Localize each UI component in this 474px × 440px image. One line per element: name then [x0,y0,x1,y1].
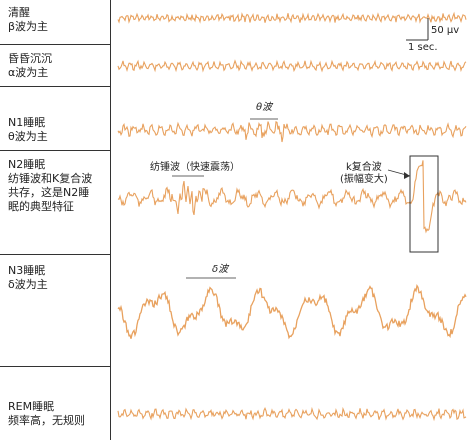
eeg-trace-n1 [117,120,467,143]
stage-name: N3睡眠 [8,264,46,277]
eeg-trace-drowsy [117,59,467,73]
kcomplex-box [409,155,439,253]
stage-desc: θ波为主 [8,130,48,143]
row-separator [0,44,110,45]
row-separator [0,366,110,367]
row-separator [0,86,110,87]
kcomplex-sublabel: (振幅变大) [340,172,388,185]
kcomplex-label: k复合波 [346,160,382,173]
theta-label: θ波 [256,101,274,113]
label-awake: 清醒 β波为主 [8,6,48,34]
stage-name: N2睡眠 [8,158,46,171]
stage-name: REM睡眠 [8,400,55,413]
stage-name: 清醒 [8,6,30,19]
stage-desc: 频率高，无规则 [8,414,85,427]
eeg-trace-n3 [117,284,467,340]
row-separator [0,150,110,151]
stage-desc: 共存，这是N2睡 [8,186,90,199]
eeg-trace-rem [117,406,467,422]
stage-name: 昏昏沉沉 [8,52,52,65]
label-n2: N2睡眠 纺锤波和K复合波 共存，这是N2睡 眠的典型特征 [8,158,92,214]
stage-desc: 眠的典型特征 [8,200,74,213]
spindle-label: 纺锤波（快速震荡） [150,160,240,173]
eeg-trace-n2 [117,160,467,234]
eeg-trace-awake [117,11,467,24]
scale-time-label: 1 sec. [408,42,438,53]
label-rem: REM睡眠 频率高，无规则 [8,400,85,428]
scale-bar: 50 μv 1 sec. [406,18,459,53]
column-divider [110,0,111,440]
label-n3: N3睡眠 δ波为主 [8,264,48,292]
label-n1: N1睡眠 θ波为主 [8,116,48,144]
stage-name: N1睡眠 [8,116,46,129]
delta-label: δ波 [212,263,230,275]
label-drowsy: 昏昏沉沉 α波为主 [8,52,52,80]
stage-desc: β波为主 [8,20,49,33]
row-separator [0,254,110,255]
kcomplex-arrowhead [404,172,410,179]
scale-voltage-label: 50 μv [431,25,459,36]
stage-desc: α波为主 [8,66,49,79]
stage-desc: 纺锤波和K复合波 [8,172,93,185]
stage-desc: δ波为主 [8,278,48,291]
